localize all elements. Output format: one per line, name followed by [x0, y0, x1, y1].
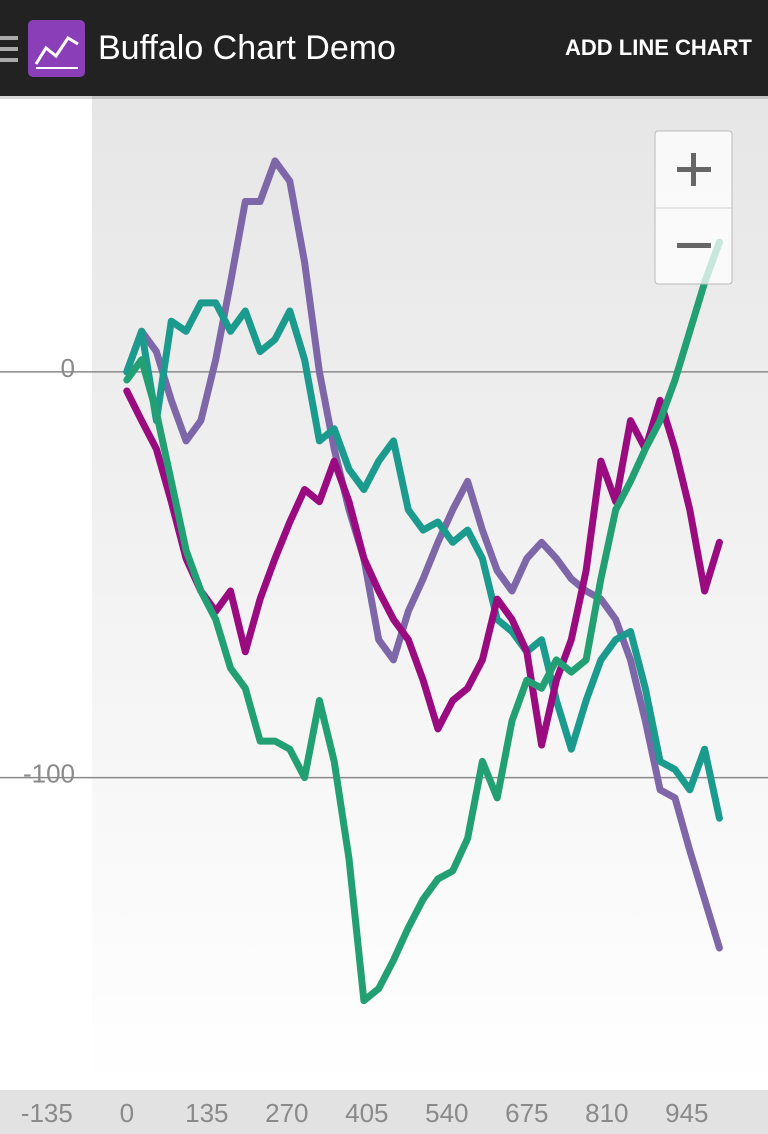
y-tick-label: 0 — [61, 353, 75, 383]
app-title: Buffalo Chart Demo — [98, 29, 396, 67]
app-bar-shadow — [0, 96, 768, 99]
x-tick-label: 945 — [665, 1098, 708, 1128]
zoom-out-icon — [677, 243, 711, 248]
app-icon — [28, 20, 85, 77]
zoom-in-icon — [691, 153, 696, 186]
add-line-chart-button[interactable]: ADD LINE CHART — [565, 35, 753, 60]
x-tick-label: 675 — [505, 1098, 548, 1128]
x-tick-label: 405 — [345, 1098, 388, 1128]
series-line — [123, 238, 723, 1005]
menu-bar — [0, 58, 18, 62]
x-tick-label: -135 — [21, 1098, 73, 1128]
zoom-out-button[interactable] — [656, 209, 731, 283]
app-icon-glyph — [34, 35, 79, 65]
series-line — [123, 387, 723, 749]
x-axis-band — [0, 1090, 768, 1134]
x-tick-label: 135 — [185, 1098, 228, 1128]
zoom-control — [654, 130, 733, 285]
series-line — [123, 299, 723, 822]
y-tick-label: -100 — [23, 758, 75, 788]
x-tick-label: 270 — [265, 1098, 308, 1128]
series-line — [123, 157, 723, 952]
app-bar-background — [0, 0, 768, 96]
x-tick-label: 540 — [425, 1098, 468, 1128]
app-bar: Buffalo Chart Demo ADD LINE CHART — [0, 0, 768, 99]
menu-icon[interactable] — [0, 36, 18, 62]
menu-bar — [0, 47, 18, 51]
zoom-in-button[interactable] — [656, 132, 731, 207]
x-tick-label: 810 — [585, 1098, 628, 1128]
menu-bar — [0, 36, 18, 40]
x-tick-label: 0 — [120, 1098, 134, 1128]
